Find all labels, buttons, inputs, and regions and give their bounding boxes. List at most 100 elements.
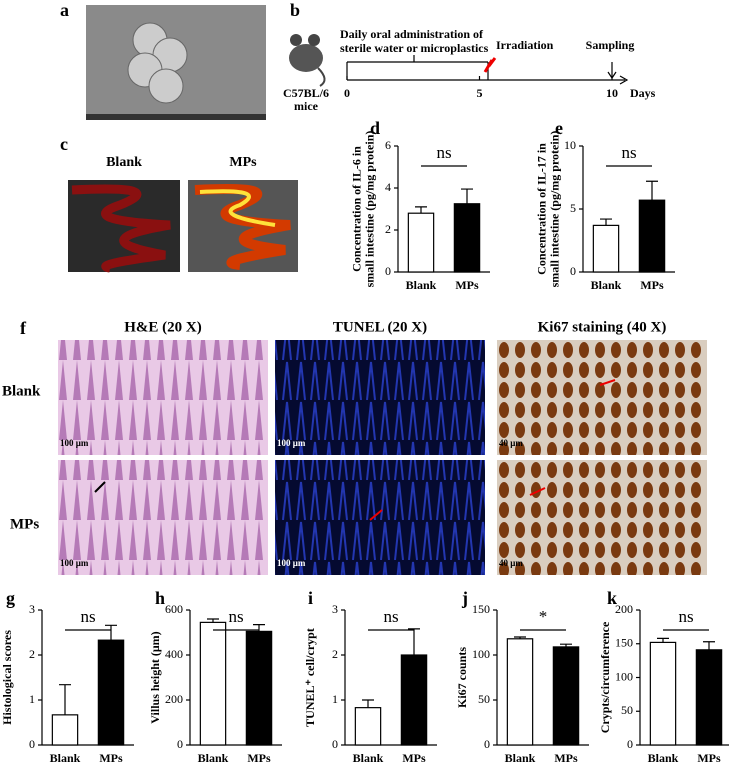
timeline-tick-label: 5 (477, 86, 483, 100)
bar (400, 654, 428, 746)
bar (97, 639, 125, 746)
y-axis-label: Concentration of IL-6 in small intestine … (349, 131, 376, 288)
y-tick-label: 400 (165, 647, 183, 661)
error-bar (408, 628, 420, 655)
row-label: Blank (2, 383, 41, 399)
y-tick-label: 50 (478, 692, 490, 706)
x-tick-label: Blank (406, 278, 437, 292)
bar (695, 649, 723, 746)
error-bar (657, 637, 669, 643)
significance-label: ns (436, 143, 451, 162)
scale-bar: 100 μm (277, 438, 306, 448)
bar (453, 203, 481, 273)
y-axis-label-line: Histological scores (0, 630, 14, 725)
scale-bar: 100 μm (60, 438, 89, 448)
y-tick-label: 10 (564, 138, 576, 152)
x-tick-label: MPs (640, 278, 664, 292)
y-tick-label: 0 (332, 737, 338, 751)
timeline-text: Daily oral administration of (340, 27, 484, 41)
column-label: H&E (20 X) (124, 319, 202, 335)
column-label: TUNEL (20 X) (333, 319, 427, 335)
column-label: Ki67 staining (40 X) (538, 319, 667, 335)
y-axis-label: Villus height (μm) (148, 631, 162, 723)
x-tick-label: Blank (505, 751, 536, 765)
y-tick-label: 0 (627, 737, 633, 751)
y-tick-label: 200 (615, 602, 633, 616)
y-tick-label: 150 (472, 602, 490, 616)
scale-bar: 100 μm (60, 558, 89, 568)
y-tick-label: 150 (615, 636, 633, 650)
sem-image (86, 5, 266, 120)
y-tick-label: 0 (29, 737, 35, 751)
x-tick-label: Blank (353, 751, 384, 765)
y-axis-label: TUNEL⁺ cell/crypt (303, 628, 317, 727)
imaging-image (68, 180, 298, 273)
y-tick-label: 50 (621, 703, 633, 717)
panel-label: k (607, 588, 617, 608)
y-tick-label: 0 (484, 737, 490, 751)
bar (638, 199, 666, 273)
timeline-unit: Days (630, 86, 656, 100)
error-bar (105, 624, 117, 641)
x-tick-label: Blank (591, 278, 622, 292)
y-tick-label: 0 (385, 264, 391, 278)
bar (552, 646, 580, 746)
y-tick-label: 2 (385, 222, 391, 236)
bar (592, 224, 620, 273)
scale-bar: 40 μm (499, 438, 523, 448)
bar (245, 630, 273, 746)
histology-images (58, 340, 707, 575)
panel-label: i (308, 588, 313, 608)
group-label: Blank (106, 155, 142, 170)
y-tick-label: 1 (29, 692, 35, 706)
y-tick-label: 100 (472, 647, 490, 661)
y-axis-label-line: TUNEL⁺ cell/crypt (303, 628, 317, 727)
scale-bar: 100 μm (277, 558, 306, 568)
panel-label: c (60, 134, 68, 154)
timeline-tick-label: 10 (606, 86, 618, 100)
panel-label: g (6, 588, 15, 608)
panel-label: d (370, 118, 380, 138)
significance-label: ns (228, 607, 243, 626)
x-tick-label: MPs (402, 751, 426, 765)
y-tick-label: 0 (570, 264, 576, 278)
significance-label: ns (80, 607, 95, 626)
error-bar (415, 206, 427, 214)
y-tick-label: 6 (385, 138, 391, 152)
bar (51, 714, 79, 746)
panel-label: h (155, 588, 165, 608)
y-axis-label-line: Villus height (μm) (148, 631, 162, 723)
significance-label: ns (621, 143, 636, 162)
y-tick-label: 4 (385, 180, 391, 194)
y-tick-label: 1 (332, 692, 338, 706)
y-tick-label: 5 (570, 201, 576, 215)
x-tick-label: MPs (99, 751, 123, 765)
timeline-tick-label: 0 (344, 86, 350, 100)
panel-label: f (20, 318, 27, 338)
y-axis-label: Ki67 counts (455, 647, 469, 708)
bar (649, 641, 677, 746)
error-bar (461, 188, 473, 204)
lightning-icon (483, 57, 497, 73)
y-axis-label-line: Ki67 counts (455, 647, 469, 708)
error-bar (560, 643, 572, 647)
bracket-line (346, 62, 489, 80)
x-tick-label: MPs (455, 278, 479, 292)
y-tick-label: 600 (165, 602, 183, 616)
bar (407, 212, 435, 273)
error-bar (646, 180, 658, 201)
y-axis-label: Concentration of IL-17 in small intestine… (534, 131, 561, 288)
y-tick-label: 3 (332, 602, 338, 616)
y-tick-label: 0 (177, 737, 183, 751)
scale-bar: 40 μm (499, 558, 523, 568)
x-tick-label: Blank (648, 751, 679, 765)
event-label: Irradiation (496, 38, 554, 52)
mouse-label: mice (294, 99, 319, 113)
error-bar (362, 699, 374, 708)
y-axis-label: Crypts/circumference (598, 621, 612, 733)
significance-label: ns (678, 607, 693, 626)
x-tick-label: MPs (247, 751, 271, 765)
y-tick-label: 3 (29, 602, 35, 616)
bar (199, 621, 227, 746)
